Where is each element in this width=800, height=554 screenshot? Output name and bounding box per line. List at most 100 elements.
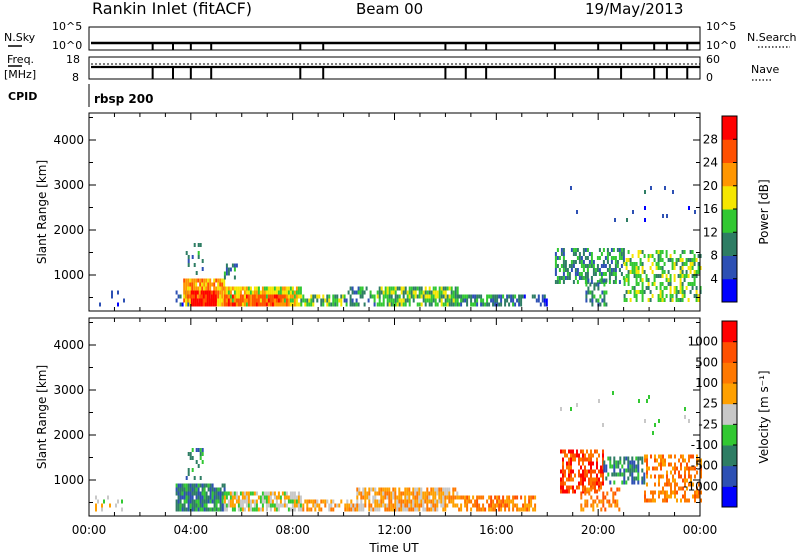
beam-label: Beam 00: [356, 0, 423, 18]
data-cell: [308, 302, 311, 307]
data-cell: [223, 487, 226, 492]
data-cell: [210, 302, 213, 307]
colorbar-swatch: [722, 424, 737, 446]
data-cell: [566, 461, 568, 466]
data-cell: [344, 503, 347, 508]
data-cell: [233, 263, 236, 268]
data-cell: [450, 298, 453, 303]
data-cell: [210, 290, 213, 295]
data-cell: [458, 507, 461, 512]
data-cell: [177, 499, 180, 504]
data-cell: [635, 270, 638, 274]
data-cell: [215, 491, 218, 496]
data-cell: [212, 298, 215, 303]
data-cell: [589, 282, 592, 287]
data-cell: [658, 478, 660, 483]
data-cell: [386, 294, 389, 299]
data-cell: [633, 270, 636, 274]
data-cell: [627, 464, 630, 469]
data-cell: [245, 286, 248, 291]
data-cell: [586, 256, 589, 260]
data-cell: [610, 248, 613, 252]
data-cell: [408, 298, 411, 303]
data-cell: [414, 499, 417, 504]
data-cell: [444, 302, 447, 307]
data-cell: [190, 294, 193, 299]
data-cell: [599, 278, 602, 283]
data-cell: [456, 302, 459, 307]
data-cell: [193, 487, 196, 492]
data-cell: [560, 449, 562, 454]
data-cell: [191, 255, 194, 259]
data-cell: [450, 290, 453, 295]
data-cell: [597, 298, 600, 303]
data-cell: [590, 252, 593, 256]
data-cell: [659, 290, 662, 294]
data-cell: [394, 290, 397, 295]
data-cell: [655, 274, 658, 278]
data-cell: [562, 485, 564, 490]
data-cell: [390, 290, 393, 295]
data-cell: [650, 454, 652, 459]
data-cell: [520, 495, 523, 500]
data-cell: [660, 462, 662, 467]
data-cell: [594, 272, 597, 276]
data-cell: [494, 507, 497, 512]
data-cell: [235, 290, 238, 295]
data-cell: [396, 294, 399, 299]
data-cell: [574, 453, 576, 458]
data-cell: [213, 487, 216, 492]
data-cell: [504, 507, 507, 512]
data-cell: [651, 282, 654, 286]
data-cell: [633, 464, 636, 469]
data-cell: [398, 298, 401, 303]
data-cell: [191, 495, 194, 500]
data-cell: [677, 298, 680, 302]
data-cell: [468, 294, 471, 299]
data-cell: [596, 481, 598, 486]
data-cell: [694, 494, 696, 499]
data-cell: [591, 298, 594, 303]
data-cell: [460, 495, 463, 500]
data-cell: [512, 503, 515, 508]
data-cell: [426, 294, 429, 299]
data-cell: [680, 454, 682, 459]
data-cell: [430, 491, 433, 496]
data-cell: [347, 290, 350, 295]
data-cell: [665, 274, 668, 278]
data-cell: [394, 302, 397, 307]
data-cell: [392, 302, 395, 307]
data-cell: [657, 298, 660, 302]
data-cell: [215, 507, 218, 512]
data-cell: [466, 495, 469, 500]
data-cell: [287, 290, 290, 295]
data-cell: [388, 487, 391, 492]
data-cell: [658, 490, 660, 495]
data-cell: [572, 260, 575, 264]
data-cell: [352, 507, 355, 512]
data-cell: [631, 286, 634, 290]
data-cell: [568, 276, 571, 280]
data-cell: [586, 499, 589, 504]
data-cell: [261, 495, 264, 500]
data-cell: [562, 268, 565, 272]
data-cell: [585, 294, 588, 299]
data-cell: [257, 290, 260, 295]
data-cell: [670, 494, 672, 499]
data-cell: [602, 481, 604, 486]
data-cell: [518, 507, 521, 512]
data-cell: [480, 298, 483, 303]
data-cell: [600, 485, 602, 490]
data-cell: [472, 495, 475, 500]
data-cell: [310, 294, 313, 299]
data-cell: [633, 468, 636, 473]
data-cell: [600, 469, 602, 474]
data-cell: [603, 278, 606, 283]
data-cell: [269, 499, 272, 504]
data-cell: [661, 274, 664, 278]
data-cell: [213, 495, 216, 500]
data-cell: [671, 262, 674, 266]
data-cell: [587, 286, 590, 291]
data-cell: [580, 477, 582, 482]
data-cell: [604, 264, 607, 268]
